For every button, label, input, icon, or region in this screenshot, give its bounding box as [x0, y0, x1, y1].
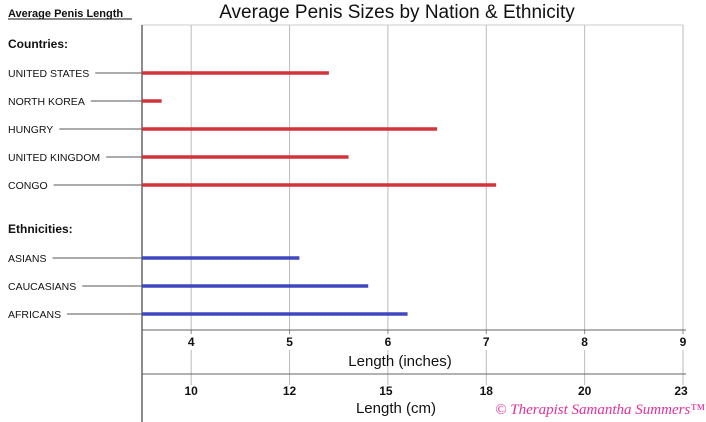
- x-axis-title-inches: Length (inches): [348, 353, 451, 370]
- category-label: CONGO: [8, 180, 48, 192]
- category-label: AFRICANS: [8, 309, 61, 321]
- side-title: Average Penis Length: [8, 8, 123, 20]
- group-header: Ethnicities:: [8, 222, 73, 236]
- cm-tick-label: 15: [379, 384, 393, 398]
- x-tick-label: 4: [188, 335, 195, 349]
- watermark: © Therapist Samantha Summers™: [495, 402, 705, 418]
- x-axis-title-cm: Length (cm): [356, 400, 436, 417]
- cm-tick-label: 23: [674, 384, 688, 398]
- x-tick-label: 5: [286, 335, 293, 349]
- category-label: ASIANS: [8, 253, 47, 265]
- x-tick-label: 7: [483, 335, 490, 349]
- category-label: CAUCASIANS: [8, 281, 76, 293]
- cm-tick-label: 20: [578, 384, 592, 398]
- chart-title: Average Penis Sizes by Nation & Ethnicit…: [219, 2, 575, 23]
- cm-tick-label: 12: [283, 384, 297, 398]
- group-header: Countries:: [8, 37, 68, 51]
- category-label: HUNGRY: [8, 124, 53, 136]
- category-label: NORTH KOREA: [8, 96, 85, 108]
- category-label: UNITED STATES: [8, 68, 89, 80]
- x-tick-label: 6: [385, 335, 392, 349]
- cm-tick-label: 10: [185, 384, 199, 398]
- x-tick-label: 8: [581, 335, 588, 349]
- category-label: UNITED KINGDOM: [8, 152, 100, 164]
- x-tick-label: 9: [680, 335, 687, 349]
- cm-tick-label: 18: [480, 384, 494, 398]
